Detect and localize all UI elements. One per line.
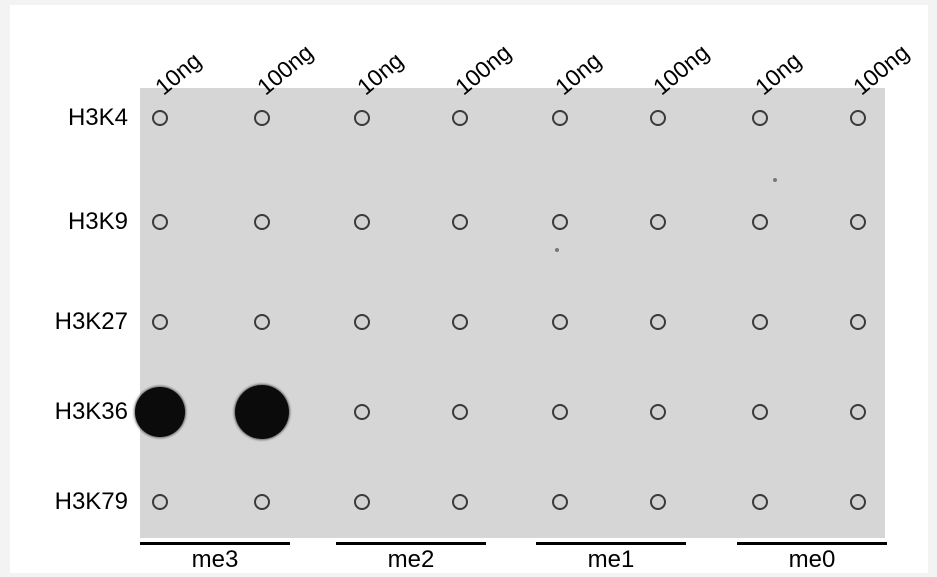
- row-label: H3K4: [67, 104, 128, 131]
- dot-faint: [354, 214, 370, 230]
- dot-faint: [254, 110, 270, 126]
- dot-faint: [452, 494, 468, 510]
- dot-faint: [850, 494, 866, 510]
- row-label: H3K27: [54, 308, 128, 335]
- group-label: me2: [387, 546, 435, 573]
- dot-faint: [752, 404, 768, 420]
- dot-faint: [850, 404, 866, 420]
- dot-faint: [354, 110, 370, 126]
- dot-faint: [152, 314, 168, 330]
- dot-faint: [452, 214, 468, 230]
- group-label: me1: [587, 546, 635, 573]
- group-bar: [737, 542, 887, 545]
- dot-faint: [354, 494, 370, 510]
- dot-faint: [552, 404, 568, 420]
- dot-faint: [152, 494, 168, 510]
- blot-membrane: [140, 88, 885, 538]
- dot-faint: [752, 314, 768, 330]
- dot-faint: [452, 110, 468, 126]
- dot-faint: [850, 214, 866, 230]
- dot-faint: [552, 314, 568, 330]
- row-label: H3K9: [67, 208, 128, 235]
- dot-faint: [850, 314, 866, 330]
- dot-faint: [650, 214, 666, 230]
- dot-faint: [152, 214, 168, 230]
- group-bar: [536, 542, 686, 545]
- dot-faint: [452, 314, 468, 330]
- dot-faint: [752, 494, 768, 510]
- dot-faint: [650, 314, 666, 330]
- dot-faint: [354, 404, 370, 420]
- dot-faint: [552, 214, 568, 230]
- dot-faint: [254, 494, 270, 510]
- row-label: H3K79: [54, 488, 128, 515]
- dot-faint: [552, 494, 568, 510]
- dot-faint: [552, 110, 568, 126]
- dot-faint: [650, 110, 666, 126]
- row-label: H3K36: [54, 398, 128, 425]
- dot-faint: [152, 110, 168, 126]
- group-bar: [336, 542, 486, 545]
- dot-faint: [752, 110, 768, 126]
- dot-faint: [650, 494, 666, 510]
- dot-strong: [135, 387, 185, 437]
- dot-faint: [850, 110, 866, 126]
- dot-faint: [354, 314, 370, 330]
- dot-faint: [650, 404, 666, 420]
- dot-strong: [235, 385, 289, 439]
- membrane-speck: [773, 178, 777, 182]
- group-bar: [140, 542, 290, 545]
- dot-faint: [452, 404, 468, 420]
- dot-faint: [254, 314, 270, 330]
- group-label: me3: [191, 546, 239, 573]
- membrane-speck: [555, 248, 559, 252]
- dot-faint: [752, 214, 768, 230]
- dot-faint: [254, 214, 270, 230]
- group-label: me0: [788, 546, 836, 573]
